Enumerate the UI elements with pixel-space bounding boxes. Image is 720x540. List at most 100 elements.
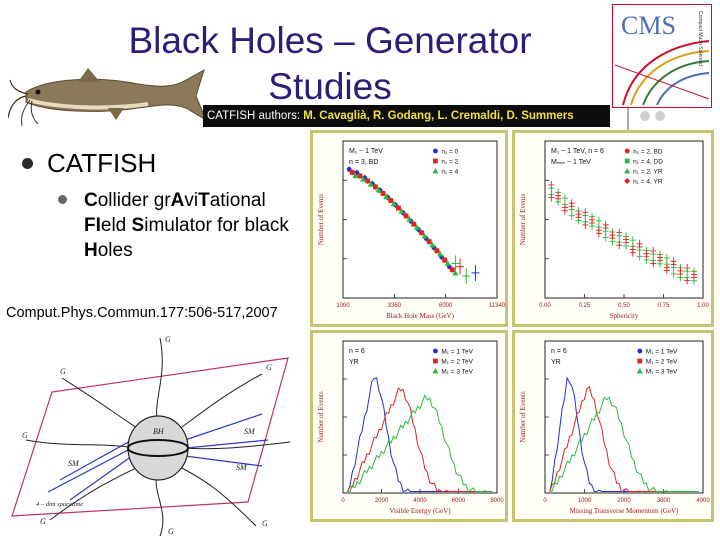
x-tick-label: 0.25	[579, 303, 591, 309]
acronym-part: C	[84, 190, 98, 211]
acronym-part: ational	[209, 190, 266, 211]
plot-sphericity: Number of Events Sphericity 0.00 0.25 0.50 0.…	[512, 130, 714, 327]
bullet-level-2: Collider grAviTational FIeld Simulator f…	[58, 188, 308, 263]
journal-reference: Comput.Phys.Commun.177:506-517,2007	[6, 305, 278, 321]
logo-detail-graphic	[627, 106, 665, 134]
bullet-level-1: CATFISH	[22, 148, 156, 179]
authors-names: M. Cavaglià, R. Godang, L. Cremaldi, D. …	[303, 110, 574, 122]
x-axis-label: Sphericity	[610, 312, 639, 320]
plot-visible-energy-svg: Number of Events Visible Energy (GeV) 0 200…	[317, 340, 504, 515]
plot-black-hole-mass: Number of Events Black Hole Mass (GeV) 100…	[310, 130, 508, 327]
x-tick-label: 3000	[657, 498, 671, 504]
page-title: Black Holes – Generator Studies	[95, 18, 565, 110]
x-tick-label: 1.00	[697, 303, 709, 309]
black-hole-diagram: G G G G SM SM SM G G G BH 4 – dim spacetime	[11, 335, 291, 537]
acronym-part: A	[170, 190, 185, 211]
diagram-label: 4 – dim spacetime	[36, 501, 83, 508]
bullet-catfish: CATFISH	[47, 148, 157, 178]
acronym-part: FI	[84, 215, 101, 236]
x-tick-label: 3360	[388, 303, 402, 309]
legend-entry: M₁ = 2 TeV	[441, 359, 473, 366]
legend-marker	[636, 368, 643, 374]
plot-info-text: n = 3, BD	[349, 159, 378, 166]
x-tick-label: 4000	[696, 498, 710, 504]
x-tick-label: 0	[543, 498, 547, 504]
diagram-label: G	[168, 527, 174, 536]
authors-key: CATFISH authors:	[207, 110, 301, 122]
plot-info-text: n = 6	[551, 348, 567, 355]
plot-sphericity-svg: Number of Events Sphericity 0.00 0.25 0.50 0.…	[519, 140, 709, 320]
x-tick-label: 0.75	[658, 303, 670, 309]
x-tick-label: 1000	[336, 303, 350, 309]
diagram-label: G	[60, 367, 66, 376]
legend-entry: n₁ = 4, DD	[633, 159, 663, 166]
plot-visible-energy: Number of Events Visible Energy (GeV) 0 200…	[310, 330, 508, 522]
x-tick-label: 2000	[375, 498, 389, 504]
legend-entry: n₁ = 4, YR	[633, 179, 663, 186]
plot-info-text: YR	[551, 359, 561, 366]
acronym-part: H	[84, 240, 98, 261]
diagram-label: SM	[68, 459, 80, 468]
legend-marker	[433, 358, 438, 364]
plot-missing-pt: Number of Events Missing Transverse Momen…	[512, 330, 714, 522]
legend-entry: n₁ = 2, YR	[633, 169, 663, 176]
legend-marker	[637, 358, 643, 364]
diagram-label: SM	[236, 463, 248, 472]
x-tick-label: 0.50	[618, 303, 630, 309]
legend-marker	[432, 168, 439, 174]
legend-entry: n₁ = 0	[441, 149, 458, 156]
legend-marker	[433, 348, 438, 354]
legend-marker	[433, 148, 438, 154]
cms-logo: CMS Compact Muon Solenoid	[612, 4, 712, 108]
legend-marker	[637, 348, 643, 354]
x-axis-label: Visible Energy (GeV)	[389, 507, 451, 515]
acronym-part: T	[198, 190, 210, 211]
legend-marker	[433, 158, 438, 164]
diagram-label: SM	[244, 427, 256, 436]
series-line	[549, 396, 699, 493]
plot-info-text: M₁ ~ 1 TeV	[349, 148, 383, 155]
acronym-part: vi	[184, 190, 199, 211]
legend-marker	[624, 158, 630, 164]
legend-entry: M₁ = 1 TeV	[441, 349, 473, 356]
legend-entry: M₁ = 1 TeV	[646, 349, 678, 356]
y-axis-label: Number of Events	[317, 391, 325, 443]
acronym-part: gr	[153, 190, 171, 211]
plot-missing-pt-svg: Number of Events Missing Transverse Momen…	[519, 340, 710, 515]
x-tick-label: 0	[341, 498, 345, 504]
acronym-expansion: Collider grAviTational FIeld Simulator f…	[84, 188, 308, 263]
cms-logo-subtext: Compact Muon Solenoid	[697, 11, 703, 66]
x-tick-label: 4000	[413, 498, 427, 504]
plot-frame	[544, 340, 704, 494]
plot-frame	[342, 140, 498, 299]
plot-black-hole-mass-svg: Number of Events Black Hole Mass (GeV) 100…	[317, 140, 505, 320]
plot-frame	[342, 340, 498, 494]
x-axis-label: Black Hole Mass (GeV)	[386, 312, 455, 320]
legend-entry: M₁ = 3 TeV	[441, 369, 473, 376]
acronym-part: imulator for black	[144, 215, 289, 236]
sub-bullet-dot-icon	[58, 195, 67, 204]
acronym-part: S	[131, 215, 145, 236]
cms-logo-graphic	[614, 40, 710, 106]
legend-entry: M₁ = 2 TeV	[646, 359, 678, 366]
spacetime-plane	[11, 357, 289, 517]
acronym-part: oles	[97, 240, 133, 261]
acronym-part: ollider	[97, 190, 154, 211]
y-axis-label: Number of Events	[519, 391, 527, 443]
authors-banner: CATFISH authors: M. Cavaglià, R. Godang,…	[203, 105, 610, 127]
legend-entry: M₁ = 3 TeV	[646, 369, 678, 376]
cms-logo-text: CMS	[621, 11, 676, 40]
black-hole-sphere	[127, 415, 189, 481]
legend-entry: n₁ = 2	[441, 159, 458, 166]
title-line-1: Black Holes – Generator	[128, 20, 532, 61]
legend-marker	[624, 168, 631, 174]
diagram-label: G	[262, 519, 268, 528]
diagram-label: G	[266, 363, 272, 372]
plot-info-text: M₁ ~ 1 TeV, n = 6	[551, 148, 604, 155]
title-line-2: Studies	[268, 66, 392, 107]
x-tick-label: 11340	[489, 303, 505, 309]
legend-marker	[432, 368, 439, 374]
plot-info-text: YR	[349, 359, 359, 366]
x-tick-label: 8000	[490, 498, 504, 504]
plot-info-text: Mₘᵢₙ ~ 1 TeV	[551, 159, 591, 166]
